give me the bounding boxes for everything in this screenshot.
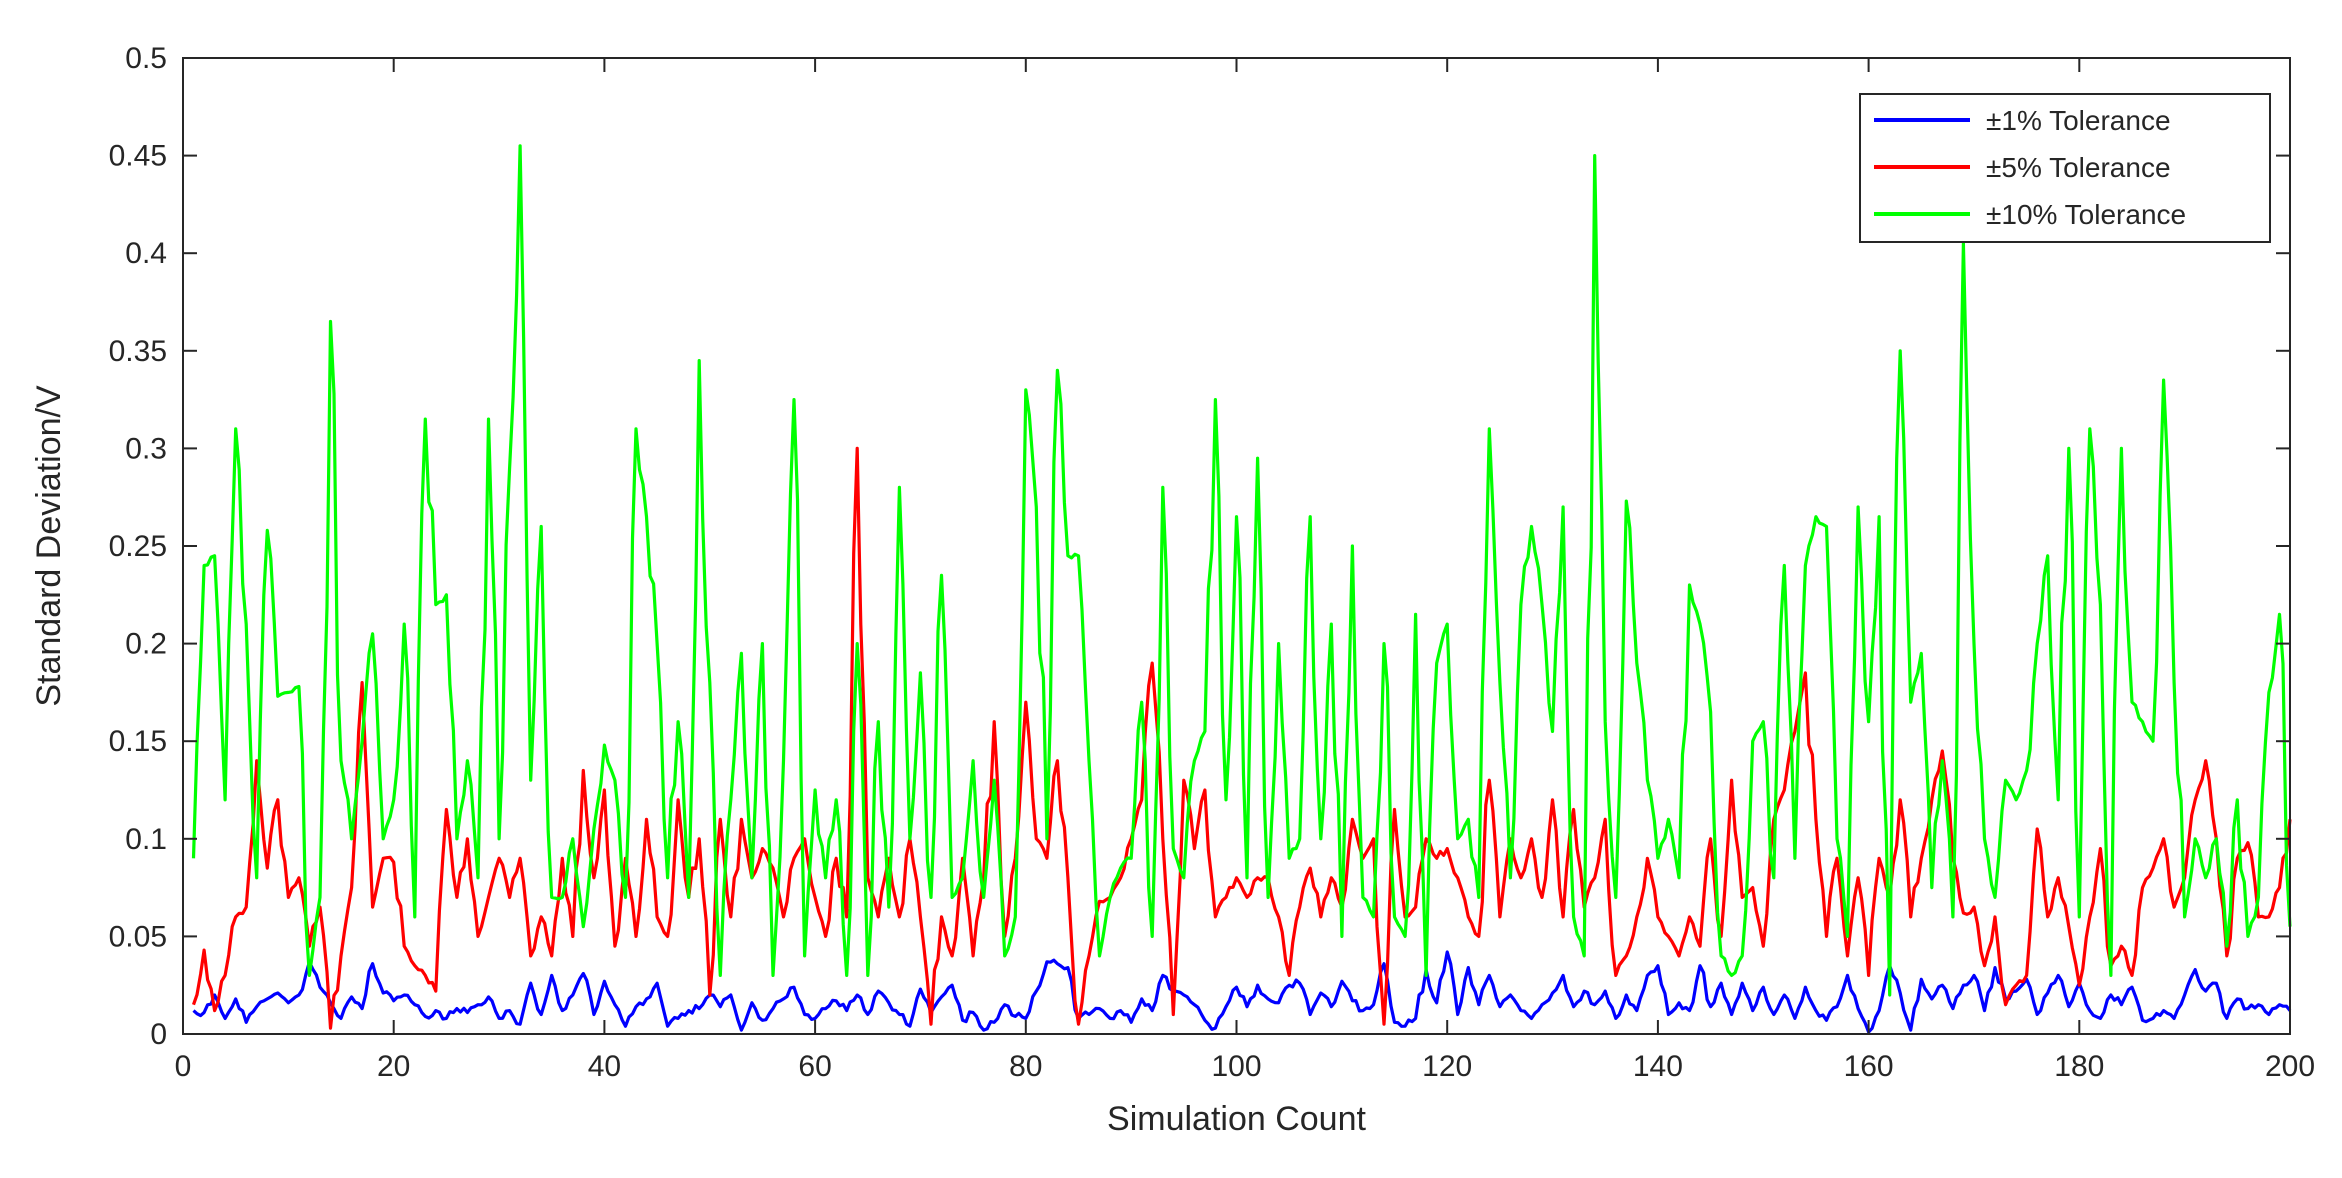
x-tick-label: 60	[798, 1050, 831, 1083]
y-tick-label: 0.45	[109, 140, 167, 173]
x-tick-label: 20	[377, 1050, 410, 1083]
x-tick-label: 40	[588, 1050, 621, 1083]
x-tick-label: 80	[1009, 1050, 1042, 1083]
y-tick-label: 0.25	[109, 530, 167, 563]
x-tick-label: 160	[1844, 1050, 1894, 1083]
x-tick-label: 100	[1211, 1050, 1261, 1083]
series-line-1	[192, 950, 2292, 1034]
y-tick-label: 0.5	[125, 42, 167, 75]
x-tick-label: 180	[2054, 1050, 2104, 1083]
series-layer	[191, 144, 2292, 1034]
series-line-2	[191, 446, 2292, 1030]
x-tick-label: 0	[175, 1050, 192, 1083]
x-tick-label: 140	[1633, 1050, 1683, 1083]
y-tick-label: 0.15	[109, 725, 167, 758]
legend-label-3: ±10% Tolerance	[1986, 199, 2186, 230]
x-tick-label: 120	[1422, 1050, 1472, 1083]
x-axis-title: Simulation Count	[1107, 1100, 1366, 1138]
x-tick-label: 200	[2265, 1050, 2315, 1083]
y-tick-label: 0.35	[109, 335, 167, 368]
y-tick-label: 0.2	[125, 628, 167, 661]
series-line-3	[191, 144, 2292, 997]
y-tick-label: 0.05	[109, 920, 167, 953]
legend: ±1% Tolerance ±5% Tolerance ±10% Tolerance	[1859, 93, 2271, 243]
y-axis-title: Standard Deviation/V	[30, 385, 68, 707]
y-tick-label: 0.4	[125, 237, 167, 270]
ticks-layer: 0 20 40 60 80 100 120 140 160 180 200 0 0.05 0.1 0.15 0…	[109, 42, 2315, 1083]
y-tick-label: 0.3	[125, 432, 167, 465]
legend-label-2: ±5% Tolerance	[1986, 152, 2171, 183]
legend-label-1: ±1% Tolerance	[1986, 105, 2171, 136]
y-tick-label: 0.1	[125, 823, 167, 856]
y-tick-label: 0	[150, 1018, 167, 1051]
